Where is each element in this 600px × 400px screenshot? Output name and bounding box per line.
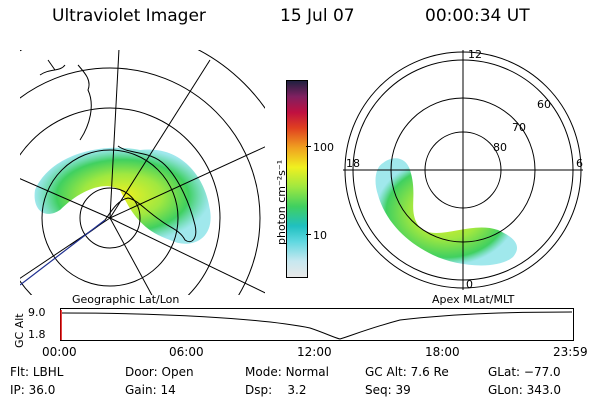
time-tick-0000: 00:00	[42, 345, 77, 359]
info-dsp: Dsp: 3.2	[245, 383, 307, 397]
time-tick-0600: 06:00	[169, 345, 204, 359]
colorbar-tick-100: 100	[313, 141, 334, 154]
altitude-axis-label: GC Alt	[13, 313, 26, 348]
time-tick-1200: 12:00	[297, 345, 332, 359]
info-flt: Flt: LBHL	[10, 365, 64, 379]
image-time: 00:00:34 UT	[425, 6, 530, 26]
magnetic-polar-map	[343, 50, 583, 290]
info-seq: Seq: 39	[365, 383, 411, 397]
colorbar-tick-10: 10	[313, 229, 327, 242]
info-gain: Gain: 14	[125, 383, 176, 397]
info-ip: IP: 36.0	[10, 383, 56, 397]
mlat-label-80: 80	[493, 141, 507, 154]
mlt-label-18: 18	[346, 157, 360, 170]
info-gc-alt: GC Alt: 7.6 Re	[365, 365, 449, 379]
geographic-map	[20, 50, 265, 295]
image-date: 15 Jul 07	[280, 6, 355, 26]
info-glon: GLon: 343.0	[488, 383, 561, 397]
time-tick-1800: 18:00	[425, 345, 460, 359]
altitude-tick-min: 1.8	[28, 328, 46, 341]
altitude-plot	[60, 308, 574, 341]
mlt-label-0: 0	[466, 278, 473, 291]
satellite-track	[20, 219, 106, 286]
info-door: Door: Open	[125, 365, 194, 379]
left-panel-caption: Geographic Lat/Lon	[72, 293, 180, 306]
mlat-label-70: 70	[512, 121, 526, 134]
colorbar-label: photon cm⁻²s⁻¹	[275, 159, 288, 245]
info-glat: GLat: −77.0	[488, 365, 561, 379]
info-mode: Mode: Normal	[245, 365, 329, 379]
aurora-emission	[375, 158, 518, 266]
coastline	[39, 59, 197, 246]
altitude-curve	[61, 311, 573, 340]
right-panel-caption: Apex MLat/MLT	[432, 293, 515, 306]
altitude-tick-max: 9.0	[28, 306, 46, 319]
mlt-label-6: 6	[576, 157, 583, 170]
mlat-label-60: 60	[537, 98, 551, 111]
colorbar	[286, 80, 308, 278]
time-tick-2359: 23:59	[553, 345, 588, 359]
app-title: Ultraviolet Imager	[52, 6, 206, 26]
mlt-label-12: 12	[468, 48, 482, 61]
aurora-emission	[34, 147, 211, 244]
